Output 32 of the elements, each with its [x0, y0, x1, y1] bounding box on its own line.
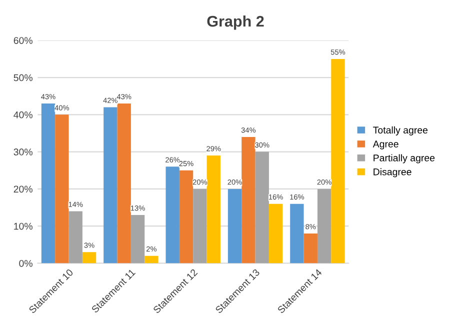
legend-label: Agree [372, 140, 398, 150]
bar [317, 188, 332, 264]
bar [228, 188, 242, 264]
legend-label: Partially agree [374, 154, 435, 164]
bar [193, 188, 207, 264]
bar [55, 114, 69, 264]
bar [331, 58, 345, 264]
y-tick-label: 0% [19, 260, 32, 267]
bar [242, 136, 256, 264]
bar [41, 104, 56, 264]
bar [144, 256, 158, 264]
bar [268, 204, 283, 264]
y-tick-label: 30% [14, 148, 32, 156]
legend-label: Disagree [374, 168, 412, 178]
bar [179, 170, 194, 264]
chart-title: Graph 2 [207, 15, 264, 30]
y-tick-label: 50% [14, 74, 32, 82]
bar [255, 152, 269, 264]
y-tick-label: 60% [14, 37, 32, 44]
bar [290, 204, 304, 264]
bar [68, 211, 82, 264]
bar [166, 166, 180, 264]
y-tick-label: 40% [14, 111, 32, 118]
y-tick-label: 10% [14, 222, 32, 230]
bar [130, 214, 145, 264]
bar [104, 107, 118, 264]
y-tick-label: 20% [14, 186, 32, 193]
legend-label: Totally agree [373, 126, 428, 136]
bar [304, 234, 318, 264]
bar [206, 156, 220, 264]
bar [82, 252, 96, 264]
bar [117, 104, 131, 264]
